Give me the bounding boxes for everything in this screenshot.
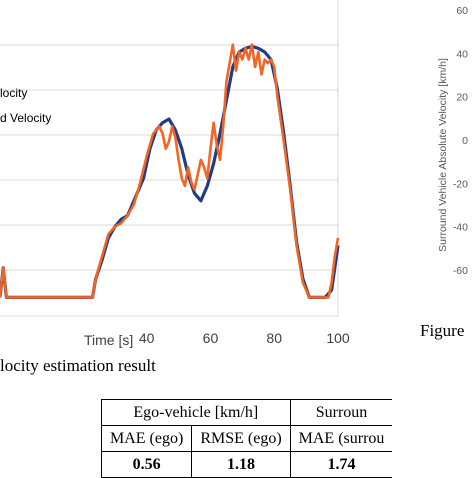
col-mae-ego: MAE (ego) (100, 425, 193, 452)
x-tick-label-40: 40 (139, 330, 155, 346)
col-mae-surround: MAE (surrou (289, 425, 393, 452)
x-tick-label-100: 100 (326, 330, 350, 346)
col-rmse-ego: RMSE (ego) (191, 425, 291, 452)
right-figure-caption: Figure (420, 321, 465, 340)
right-axis: 60 40 20 0 -20 -40 -60 (453, 5, 468, 277)
velocity-chart: 40 60 80 100 Time [s] locity d Velocity 604… (0, 0, 468, 348)
series-line-2 (0, 43, 340, 299)
right-tick-label-40: 40 (456, 48, 468, 60)
right-tick-label--20: -20 (453, 178, 468, 190)
grid-lines (0, 44, 338, 271)
left-figure-caption: locity estimation result (0, 356, 156, 375)
table-header-row: Ego-vehicle [km/h] Surroun (101, 399, 393, 426)
right-tick-label-0: 0 (462, 135, 468, 147)
x-tick-label-60: 60 (203, 330, 219, 346)
x-axis-label: Time [s] (84, 332, 133, 348)
right-tick-label--60: -60 (453, 265, 468, 277)
header-surround: Surroun (289, 399, 393, 426)
right-tick-label-20: 20 (456, 92, 468, 104)
series-layer (0, 43, 340, 299)
table-metric-row: MAE (ego) RMSE (ego) MAE (surrou (100, 425, 393, 452)
legend-entry-1: locity (0, 86, 27, 100)
x-tick-label-80: 80 (266, 330, 282, 346)
header-ego-vehicle: Ego-vehicle [km/h] (101, 399, 291, 426)
x-tick-labels: 40 60 80 100 (139, 330, 350, 346)
right-tick-label-60: 60 (456, 5, 468, 17)
legend-entry-2: d Velocity (0, 111, 51, 125)
right-tick-label--40: -40 (453, 222, 468, 234)
results-table: Ego-vehicle [km/h] Surroun MAE (ego) RMS… (100, 399, 393, 478)
right-axis-label: Surround Vehicle Absolute Velocity [km/h… (437, 58, 449, 252)
